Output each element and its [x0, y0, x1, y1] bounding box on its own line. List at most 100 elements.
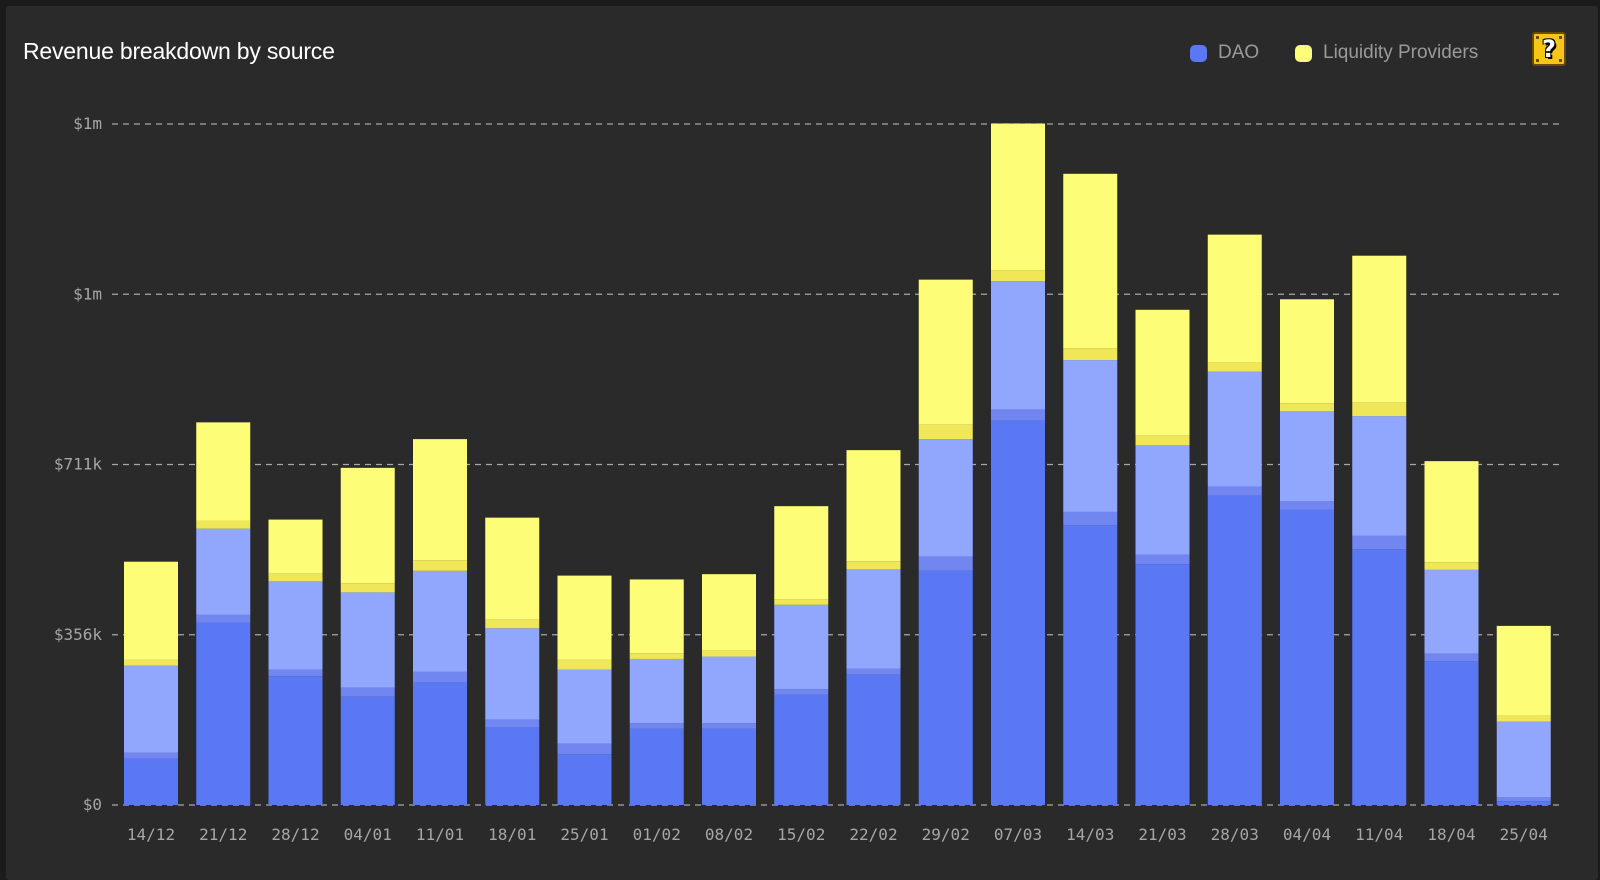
bar-segment-liquidity-providers — [991, 270, 1045, 282]
question-block-icon[interactable]: ? — [1532, 32, 1566, 66]
x-tick-label: 14/12 — [127, 825, 175, 844]
bar-segment-dao — [702, 656, 756, 724]
bar-stack-07-03 — [991, 123, 1045, 805]
legend-label-liquidity-providers: Liquidity Providers — [1323, 42, 1479, 63]
x-tick-label: 21/12 — [199, 825, 247, 844]
bar-segment-liquidity-providers — [124, 561, 178, 660]
bar-segment-liquidity-providers — [196, 520, 251, 529]
legend-item-liquidity-providers[interactable]: Liquidity Providers — [1295, 42, 1478, 64]
bar-segment-dao — [1063, 360, 1118, 512]
help-symbol: ? — [1542, 35, 1556, 63]
bar-segment-dao — [1424, 653, 1479, 662]
bar-segment-dao — [1424, 569, 1479, 654]
x-tick-label: 22/02 — [849, 825, 897, 844]
x-tick-label: 11/04 — [1355, 825, 1403, 844]
bar-segment-dao — [1280, 411, 1334, 502]
bar-segment-liquidity-providers — [629, 653, 684, 659]
bar-segment-liquidity-providers — [846, 561, 901, 570]
bar-stack-22-02 — [846, 450, 901, 805]
x-tick-label: 11/01 — [416, 825, 464, 844]
bar-segment-liquidity-providers — [268, 519, 323, 574]
x-tick-label: 08/02 — [705, 825, 753, 844]
bar-segment-liquidity-providers — [702, 574, 756, 651]
bar-segment-dao — [629, 723, 684, 729]
bar-segment-liquidity-providers — [918, 279, 973, 425]
x-tick-label: 18/01 — [488, 825, 536, 844]
x-tick-label: 25/01 — [560, 825, 608, 844]
x-tick-label: 29/02 — [922, 825, 970, 844]
bar-segment-dao — [1496, 797, 1551, 802]
bar-segment-liquidity-providers — [557, 659, 612, 670]
bar-segment-dao — [991, 281, 1045, 410]
chart-title: Revenue breakdown by source — [23, 38, 335, 64]
legend-item-dao[interactable]: DAO — [1190, 42, 1259, 64]
bar-segment-dao — [413, 671, 467, 683]
bar-stack-14-03 — [1063, 173, 1118, 805]
bar-segment-liquidity-providers — [340, 583, 395, 593]
bar-segment-liquidity-providers — [340, 467, 395, 584]
x-tick-label: 04/04 — [1283, 825, 1331, 844]
bar-segment-liquidity-providers — [1063, 348, 1118, 361]
bar-stack-21-03 — [1135, 309, 1190, 805]
bar-segment-dao — [1207, 371, 1262, 487]
bar-segment-liquidity-providers — [629, 579, 684, 654]
bar-segment-liquidity-providers — [846, 450, 901, 562]
bar-segment-liquidity-providers — [1280, 299, 1334, 404]
bar-stack-04-04 — [1280, 299, 1334, 805]
bar-stack-01-02 — [629, 579, 684, 805]
y-tick-label: $1m — [73, 284, 102, 303]
x-tick-label: 15/02 — [777, 825, 825, 844]
bar-segment-liquidity-providers — [1135, 309, 1190, 436]
bar-segment-dao — [991, 409, 1045, 421]
bar-stack-29-02 — [918, 279, 973, 805]
bar-segment-dao — [846, 668, 901, 675]
bar-segment-dao — [557, 743, 612, 755]
bar-segment-liquidity-providers — [1135, 435, 1190, 446]
bar-segment-dao — [485, 628, 540, 720]
bar-segment-dao — [846, 569, 901, 669]
bar-segment-liquidity-providers — [918, 424, 973, 440]
bar-segment-liquidity-providers — [268, 573, 323, 582]
bar-stack-04-01 — [340, 467, 395, 805]
bar-segment-liquidity-providers — [1063, 173, 1118, 349]
x-tick-label: 28/12 — [271, 825, 319, 844]
bar-segment-dao — [1280, 509, 1334, 805]
bar-segment-dao — [1280, 501, 1334, 510]
bar-segment-dao — [918, 570, 973, 805]
bar-segment-liquidity-providers — [774, 506, 829, 600]
bar-segment-dao — [1352, 416, 1407, 536]
y-tick-label: $1m — [73, 114, 102, 133]
bar-segment-liquidity-providers — [1352, 402, 1407, 417]
legend-swatch-liquidity-providers — [1295, 44, 1312, 62]
bar-segment-dao — [340, 687, 395, 697]
bar-segment-liquidity-providers — [1424, 461, 1479, 563]
bar-segment-dao — [1063, 525, 1118, 805]
bar-segment-dao — [774, 694, 829, 805]
x-axis-ticks: 14/12 21/12 28/12 04/01 11/01 18/01 25/01 01/02… — [127, 825, 1548, 844]
bar-stack-28-03 — [1207, 234, 1262, 805]
bar-segment-liquidity-providers — [1280, 403, 1334, 412]
bar-segment-liquidity-providers — [774, 599, 829, 605]
x-tick-label: 14/03 — [1066, 825, 1114, 844]
bar-segment-liquidity-providers — [1496, 625, 1551, 716]
bar-segment-dao — [485, 719, 540, 728]
bars — [124, 123, 1551, 805]
bar-segment-dao — [629, 658, 684, 724]
bar-segment-dao — [1135, 445, 1190, 555]
bar-segment-dao — [268, 581, 323, 670]
bar-segment-dao — [124, 752, 178, 759]
bar-segment-dao — [1135, 564, 1190, 805]
bar-segment-liquidity-providers — [1207, 362, 1262, 372]
bar-segment-dao — [340, 696, 395, 805]
grid-lines — [112, 123, 1560, 806]
x-tick-label: 18/04 — [1427, 825, 1475, 844]
bar-segment-dao — [702, 723, 756, 729]
y-tick-label: $0 — [83, 795, 102, 814]
bar-segment-dao — [774, 689, 829, 695]
bar-segment-dao — [557, 754, 612, 805]
bar-segment-dao — [340, 592, 395, 688]
bar-stack-14-12 — [124, 561, 178, 805]
x-tick-label: 28/03 — [1211, 825, 1259, 844]
x-tick-label: 04/01 — [344, 825, 392, 844]
bar-segment-dao — [991, 420, 1045, 805]
